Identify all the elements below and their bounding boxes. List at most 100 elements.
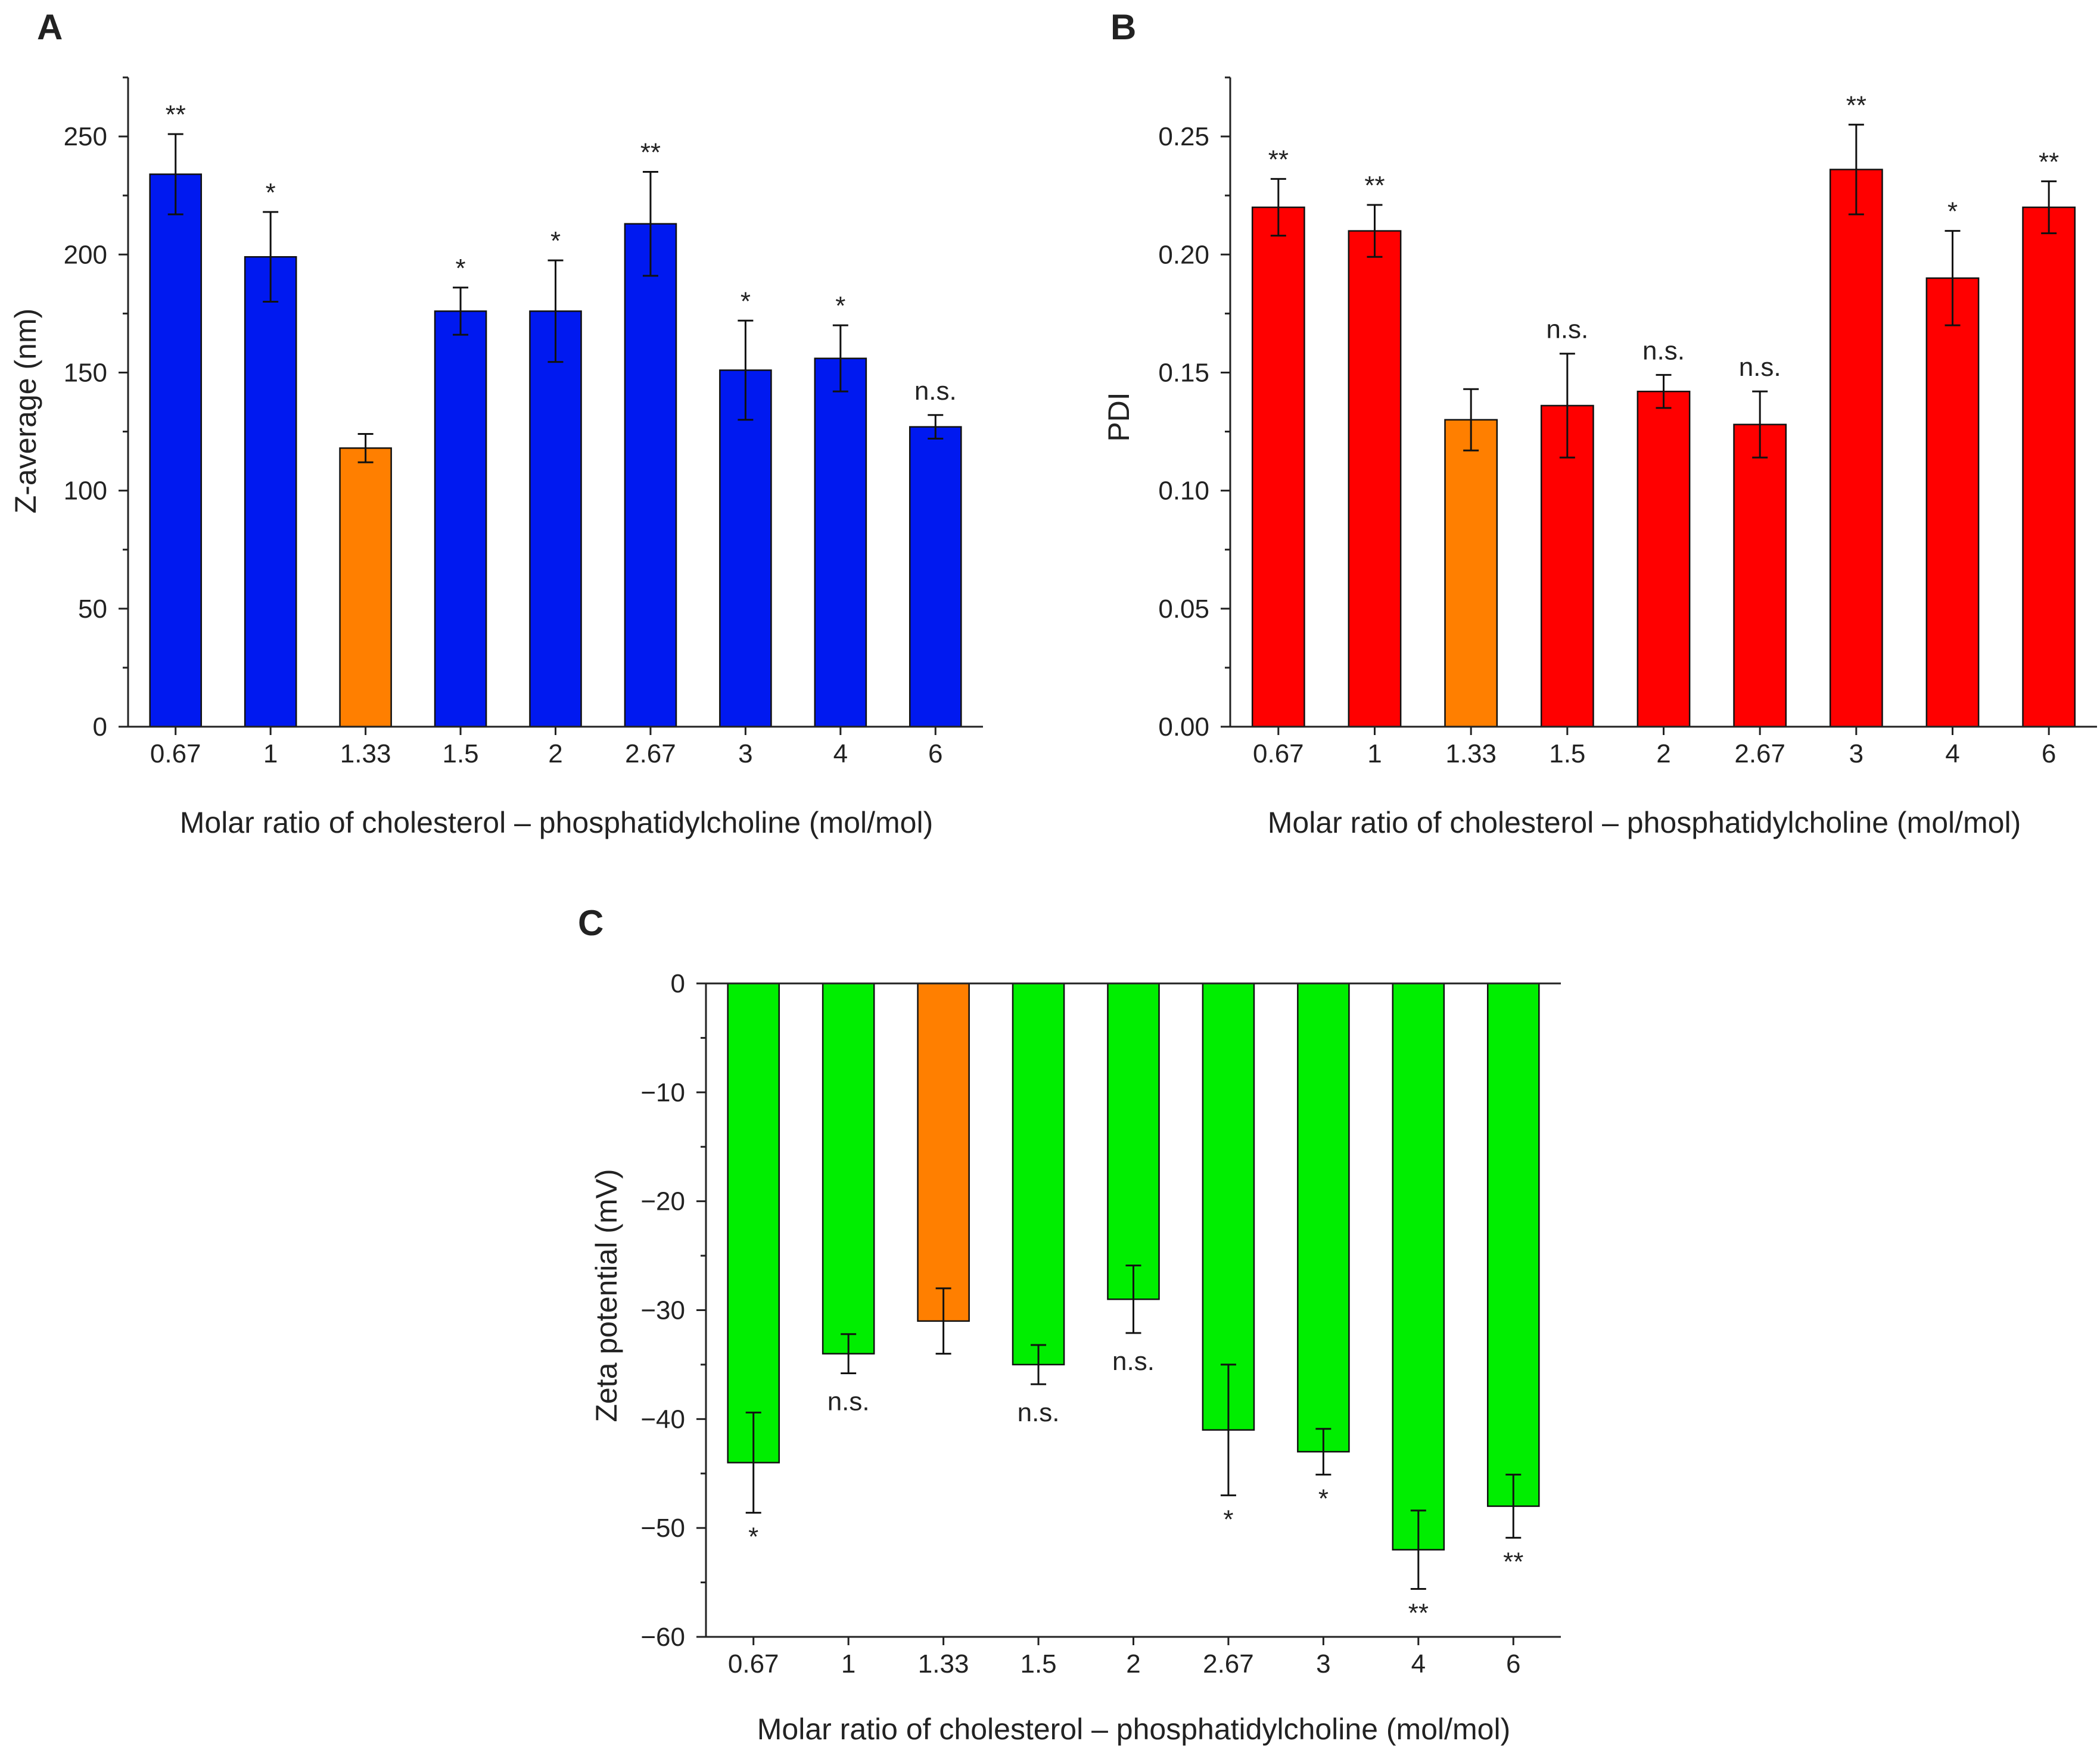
panel-b-significance-label: ** bbox=[1268, 145, 1289, 174]
panel-c-x-tick-label: 2 bbox=[1126, 1649, 1140, 1679]
panel-b-letter: B bbox=[1110, 7, 1136, 47]
panel-b-x-tick-label: 0.67 bbox=[1253, 739, 1304, 768]
panel-b-bar bbox=[1251, 206, 1305, 728]
panel-b-bar bbox=[2022, 206, 2076, 728]
panel-a-bar bbox=[339, 447, 392, 728]
panel-a-bar bbox=[719, 369, 772, 728]
panel-a-x-axis-title: Molar ratio of cholesterol – phosphatidy… bbox=[180, 806, 933, 839]
panel-b-significance-label: n.s. bbox=[1642, 336, 1685, 365]
panel-a-x-tick-label: 4 bbox=[833, 739, 848, 768]
panel-b-x-tick-label: 3 bbox=[1849, 739, 1863, 768]
panel-b-x-tick-label: 2.67 bbox=[1734, 739, 1785, 768]
panel-c-bar bbox=[822, 982, 875, 1355]
panel-a-significance-label: * bbox=[550, 226, 561, 256]
panel-c-bar bbox=[1107, 982, 1160, 1300]
panel-c-x-tick-label: 0.67 bbox=[728, 1649, 779, 1679]
panel-b-significance-label: ** bbox=[1364, 171, 1385, 200]
panel-c-significance-label: * bbox=[1223, 1505, 1233, 1534]
panel-a-significance-label: ** bbox=[166, 100, 186, 129]
panel-b-x-axis-title: Molar ratio of cholesterol – phosphatidy… bbox=[1268, 806, 2021, 839]
panel-a-y-tick-label: 0 bbox=[93, 712, 107, 742]
panel-a: A Molar ratio of cholesterol – phosphati… bbox=[9, 7, 983, 839]
panel-c-y-tick-label: 0 bbox=[671, 969, 685, 998]
panel-a-y-axis-title: Z-average (nm) bbox=[9, 309, 42, 514]
panel-c-x-axis-title: Molar ratio of cholesterol – phosphatidy… bbox=[757, 1713, 1510, 1746]
panel-c-bar bbox=[727, 982, 780, 1464]
panel-b-x-tick-label: 6 bbox=[2042, 739, 2056, 768]
panel-b-y-tick-label: 0.25 bbox=[1158, 122, 1209, 151]
panel-c-bar bbox=[917, 982, 970, 1322]
panel-a-letter: A bbox=[37, 7, 63, 47]
panel-c-x-tick-label: 4 bbox=[1411, 1649, 1426, 1679]
panel-a-x-tick-label: 2 bbox=[548, 739, 562, 768]
panel-c-y-tick-label: −60 bbox=[640, 1623, 685, 1652]
panel-b-bar bbox=[1733, 424, 1787, 728]
panel-c-y-axis-title: Zeta potential (mV) bbox=[590, 1169, 623, 1422]
panel-c-bar bbox=[1392, 982, 1445, 1550]
panel-b-x-tick-label: 1.5 bbox=[1549, 739, 1585, 768]
panel-a-x-tick-label: 1.5 bbox=[442, 739, 478, 768]
panel-b-x-tick-label: 2 bbox=[1656, 739, 1670, 768]
panel-c-significance-label: ** bbox=[1408, 1599, 1429, 1628]
panel-a-x-tick-label: 1.33 bbox=[340, 739, 391, 768]
panel-b-y-tick-label: 0.05 bbox=[1158, 594, 1209, 624]
panel-c-significance-label: * bbox=[1318, 1484, 1329, 1514]
panel-c: C Molar ratio of cholesterol – phosphati… bbox=[578, 903, 1561, 1746]
panel-a-bar bbox=[814, 357, 867, 728]
panel-b-significance-label: n.s. bbox=[1739, 353, 1781, 382]
panel-c-x-tick-label: 2.67 bbox=[1203, 1649, 1254, 1679]
panel-a-y-tick-label: 100 bbox=[64, 477, 107, 506]
panel-a-bar bbox=[909, 426, 962, 728]
panel-a-y-tick-label: 50 bbox=[78, 594, 107, 624]
panel-b-x-tick-label: 1.33 bbox=[1445, 739, 1497, 768]
panel-b-significance-label: ** bbox=[1846, 91, 1866, 120]
panel-a-bar bbox=[244, 256, 297, 728]
panel-a-significance-label: * bbox=[741, 287, 751, 316]
panel-a-bar bbox=[149, 173, 203, 728]
panel-c-y-tick-label: −10 bbox=[640, 1078, 685, 1107]
panel-c-y-tick-label: −30 bbox=[640, 1296, 685, 1325]
panel-c-significance-label: * bbox=[748, 1523, 758, 1552]
panel-a-y-tick-label: 200 bbox=[64, 240, 107, 269]
panel-c-significance-label: ** bbox=[1503, 1548, 1523, 1577]
panel-b-bar bbox=[1444, 419, 1498, 728]
panel-c-x-tick-label: 1 bbox=[841, 1649, 855, 1679]
panel-a-bar bbox=[624, 223, 677, 728]
panel-c-letter: C bbox=[578, 903, 603, 943]
panel-c-bar bbox=[1202, 982, 1255, 1431]
panel-c-significance-label: n.s. bbox=[1018, 1398, 1060, 1427]
panel-c-y-tick-label: −20 bbox=[640, 1187, 685, 1216]
panel-b-x-tick-label: 1 bbox=[1367, 739, 1382, 768]
panel-c-x-tick-label: 1.5 bbox=[1020, 1649, 1056, 1679]
panel-a-x-tick-label: 0.67 bbox=[150, 739, 201, 768]
panel-a-significance-label: * bbox=[455, 254, 465, 283]
panel-a-x-tick-label: 2.67 bbox=[625, 739, 676, 768]
panel-a-y-tick-label: 150 bbox=[64, 358, 107, 387]
panel-c-significance-label: n.s. bbox=[827, 1387, 870, 1416]
panel-b-y-tick-label: 0.15 bbox=[1158, 358, 1209, 387]
panel-b-bar bbox=[1925, 277, 1980, 728]
panel-b-significance-label: * bbox=[1947, 197, 1958, 226]
panel-a-significance-label: * bbox=[835, 291, 845, 320]
panel-c-y-tick-label: −50 bbox=[640, 1514, 685, 1543]
panel-b-x-tick-label: 4 bbox=[1945, 739, 1959, 768]
panel-a-x-tick-label: 6 bbox=[928, 739, 942, 768]
panel-c-x-tick-label: 6 bbox=[1506, 1649, 1520, 1679]
panel-b-bar bbox=[1540, 404, 1594, 728]
panel-a-significance-label: * bbox=[266, 178, 276, 207]
panel-a-y-tick-label: 250 bbox=[64, 122, 107, 151]
panel-b-significance-label: n.s. bbox=[1546, 315, 1588, 344]
panel-b-y-tick-label: 0.20 bbox=[1158, 240, 1209, 269]
panel-a-bar bbox=[529, 310, 582, 728]
panel-a-x-tick-label: 3 bbox=[738, 739, 752, 768]
panel-c-bar bbox=[1297, 982, 1350, 1453]
panel-b-y-axis-title: PDI bbox=[1102, 392, 1135, 441]
panel-b-y-tick-label: 0.10 bbox=[1158, 477, 1209, 506]
panel-b-bar bbox=[1829, 169, 1883, 728]
panel-a-significance-label: ** bbox=[640, 138, 661, 167]
panel-c-y-tick-label: −40 bbox=[640, 1405, 685, 1434]
panel-a-bar bbox=[434, 310, 487, 728]
panel-c-x-tick-label: 3 bbox=[1316, 1649, 1330, 1679]
panel-c-significance-label: n.s. bbox=[1112, 1347, 1155, 1376]
